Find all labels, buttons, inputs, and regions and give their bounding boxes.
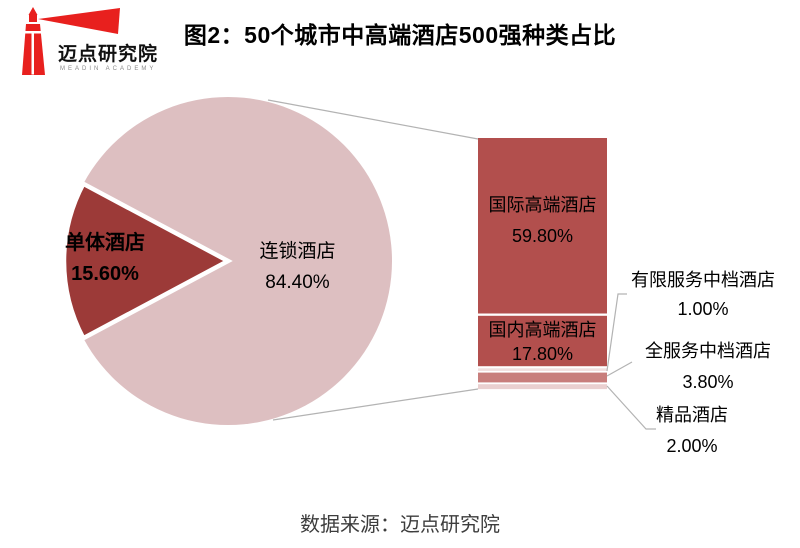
logo: 迈点研究院 MEADIN ACADEMY bbox=[15, 6, 185, 84]
bar-segment-domestic-highend bbox=[478, 315, 607, 367]
bar-segment-full-service-midscale bbox=[478, 372, 607, 383]
logo-subbrand-text: MEADIN ACADEMY bbox=[60, 66, 157, 72]
data-source-caption: 数据来源：迈点研究院 bbox=[300, 514, 500, 536]
connector-line-top bbox=[267, 99, 479, 140]
label-full-service-name: 全服务中档酒店 bbox=[645, 341, 771, 361]
leader-line-limited-service bbox=[606, 293, 627, 372]
leader-line-boutique bbox=[606, 385, 656, 430]
label-boutique-name: 精品酒店 bbox=[656, 405, 728, 425]
bar-segment-boutique bbox=[478, 384, 607, 390]
label-independent-name: 单体酒店 bbox=[65, 232, 145, 254]
pie-slice-independent-hotels bbox=[61, 180, 233, 342]
label-intl-highend-value: 59.80% bbox=[511, 226, 574, 246]
label-boutique: 精品酒店 2.00% bbox=[612, 400, 772, 462]
chart-title: 图2：50个城市中高端酒店500强种类占比 bbox=[183, 22, 617, 48]
label-chain-name: 连锁酒店 bbox=[259, 241, 336, 262]
bar-segment-limited-service-midscale bbox=[478, 368, 607, 371]
label-chain-value: 84.40% bbox=[265, 272, 330, 293]
logo-lamp-shape bbox=[29, 15, 37, 22]
label-boutique-value: 2.00% bbox=[666, 436, 718, 456]
label-intl-highend: 国际高端酒店 59.80% bbox=[478, 190, 607, 252]
label-independent-value: 15.60% bbox=[71, 263, 139, 285]
label-limited-service-midscale: 有限服务中档酒店 1.00% bbox=[618, 266, 788, 324]
label-limited-service-value: 1.00% bbox=[677, 299, 729, 319]
label-domestic-highend: 国内高端酒店 17.80% bbox=[478, 318, 607, 366]
bar-segment-intl-highend bbox=[478, 138, 607, 314]
label-limited-service-name: 有限服务中档酒店 bbox=[631, 270, 775, 290]
logo-tower-stripe bbox=[21, 31, 46, 34]
label-domestic-highend-value: 17.80% bbox=[511, 344, 574, 364]
label-full-service-value: 3.80% bbox=[682, 372, 734, 392]
logo-roof-shape bbox=[28, 7, 38, 15]
logo-brand-text: 迈点研究院 bbox=[58, 44, 159, 65]
logo-tower-slit bbox=[31, 33, 34, 75]
label-chain-hotels: 连锁酒店 84.40% bbox=[225, 236, 370, 298]
label-independent-hotels: 单体酒店 15.60% bbox=[30, 228, 180, 290]
leader-line-full-service bbox=[606, 361, 633, 377]
label-intl-highend-name: 国际高端酒店 bbox=[488, 195, 597, 215]
lighthouse-logo-icon bbox=[21, 7, 120, 75]
label-full-service-midscale: 全服务中档酒店 3.80% bbox=[628, 336, 788, 398]
label-domestic-highend-name: 国内高端酒店 bbox=[488, 320, 597, 340]
logo-beam-shape bbox=[38, 8, 120, 34]
connector-line-bottom bbox=[272, 388, 479, 421]
